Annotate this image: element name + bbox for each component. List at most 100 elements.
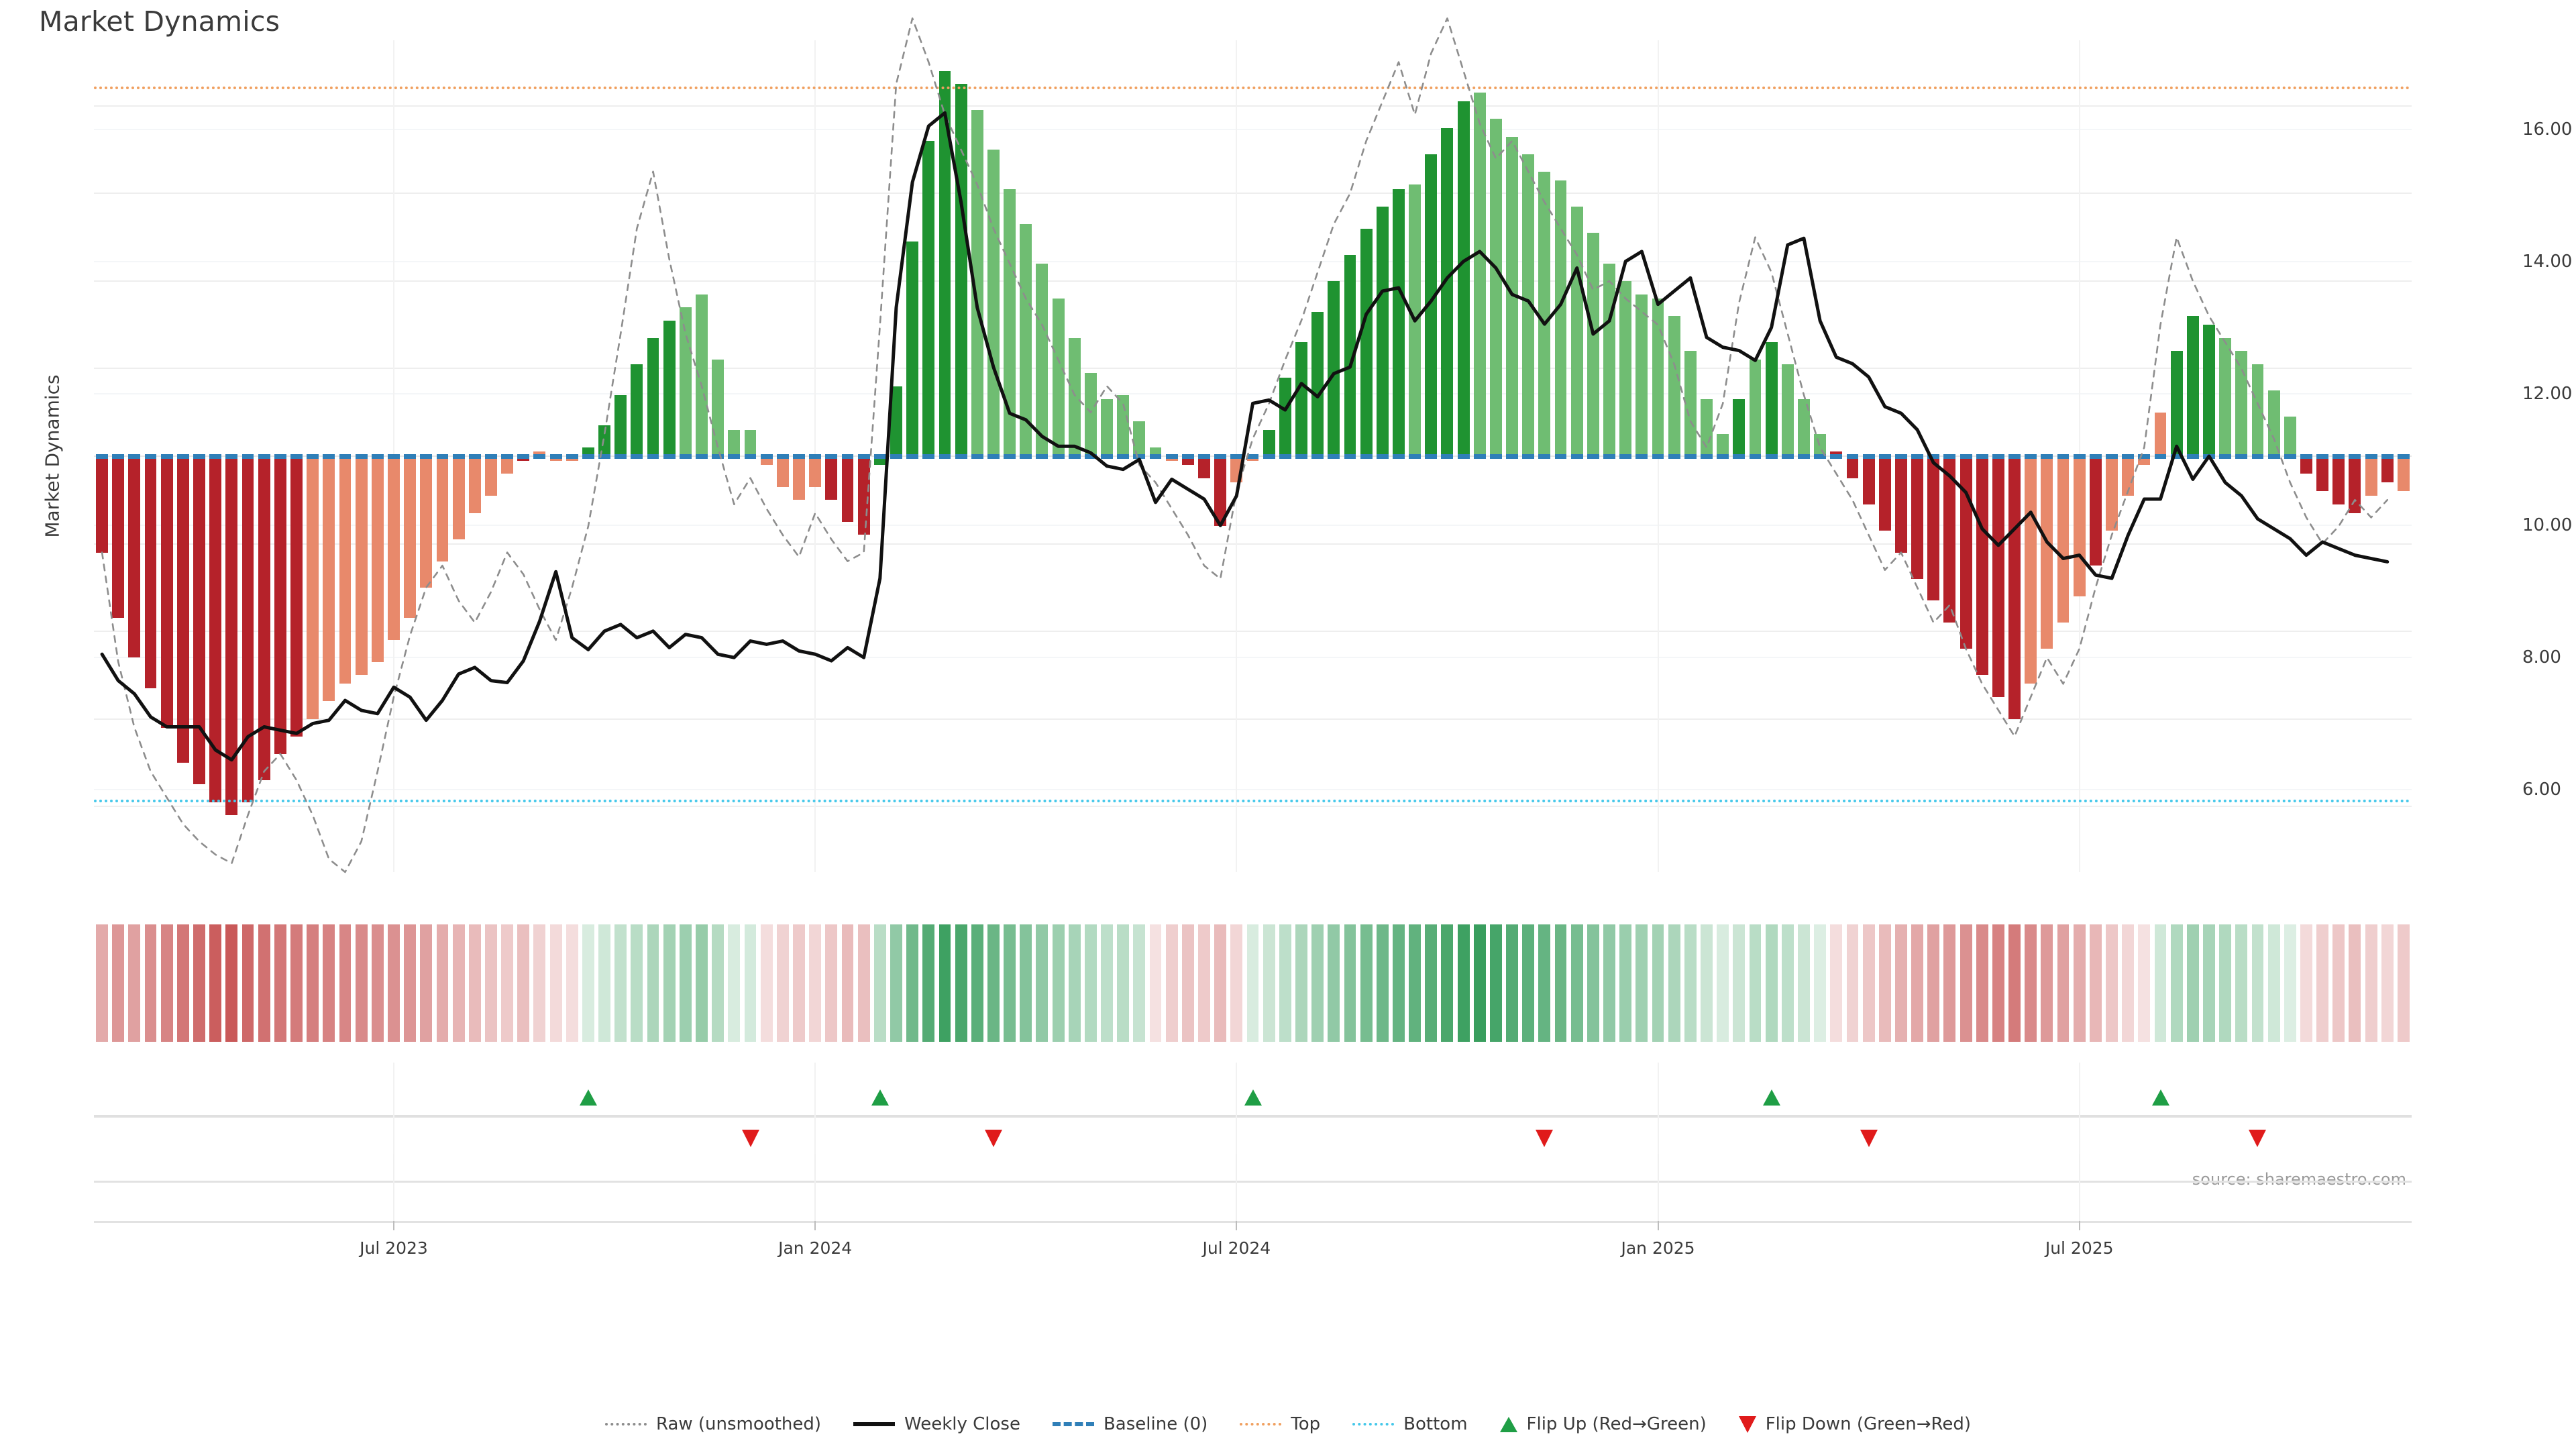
heat-cell: [1538, 924, 1551, 1042]
heat-cell: [323, 924, 335, 1042]
bar: [501, 456, 514, 474]
baseline-tick: [1036, 454, 1049, 459]
heat-cell: [1894, 924, 1907, 1042]
legend-item[interactable]: Top: [1240, 1414, 1320, 1434]
bar: [2251, 364, 2264, 456]
gridline-right: [94, 260, 2412, 262]
heat-cell: [873, 924, 886, 1042]
baseline-tick: [1020, 454, 1032, 459]
legend-item[interactable]: Baseline (0): [1052, 1414, 1208, 1434]
bar: [1781, 364, 1794, 456]
baseline-tick: [922, 454, 935, 459]
baseline-tick: [1214, 454, 1227, 459]
baseline-tick: [598, 454, 610, 459]
bar: [1587, 233, 1599, 456]
weekly-close-line: [100, 111, 2390, 762]
heat-cell: [712, 924, 724, 1042]
gridline-right: [94, 128, 2412, 130]
legend-item-label: Flip Up (Red→Green): [1526, 1414, 1707, 1434]
heat-cell: [2332, 924, 2345, 1042]
heat-cell: [1814, 924, 1827, 1042]
heat-cell: [1603, 924, 1615, 1042]
heat-cell: [2186, 924, 2199, 1042]
flip-divider: [94, 1115, 2412, 1118]
bar: [1214, 456, 1227, 527]
baseline-tick: [1441, 454, 1454, 459]
baseline-tick: [1894, 454, 1907, 459]
heat-cell: [1360, 924, 1373, 1042]
heat-cell: [793, 924, 805, 1042]
baseline-tick: [468, 454, 481, 459]
heat-cell: [1457, 924, 1470, 1042]
heat-cell: [1263, 924, 1275, 1042]
bar: [1652, 299, 1664, 456]
heat-cell: [1328, 924, 1340, 1042]
legend-item[interactable]: Flip Up (Red→Green): [1499, 1414, 1707, 1434]
bar: [533, 451, 546, 456]
heat-cell: [2089, 924, 2102, 1042]
bar: [1036, 263, 1049, 456]
heat-cell: [2057, 924, 2070, 1042]
heat-cell: [841, 924, 854, 1042]
x-tick-label: Jul 2024: [1202, 1238, 1271, 1258]
baseline-tick: [176, 454, 189, 459]
bar: [1570, 207, 1583, 456]
legend-item[interactable]: Bottom: [1352, 1414, 1468, 1434]
red-triangle-down-icon: [1738, 1415, 1756, 1433]
bar: [712, 360, 724, 456]
bar: [193, 456, 205, 785]
baseline-tick: [1781, 454, 1794, 459]
bar: [2106, 456, 2118, 531]
bar: [2316, 456, 2329, 492]
gridline-right: [94, 657, 2412, 659]
axis-vertical-gridline: [1657, 1154, 1659, 1221]
bar: [2267, 390, 2280, 456]
legend-item[interactable]: Flip Down (Green→Red): [1738, 1414, 1971, 1434]
bar: [96, 456, 109, 553]
bar: [2284, 417, 2296, 456]
baseline-tick: [744, 454, 757, 459]
baseline-tick: [2316, 454, 2329, 459]
bar: [2381, 456, 2394, 483]
heat-cell: [241, 924, 254, 1042]
heat-cell: [647, 924, 659, 1042]
baseline-tick: [517, 454, 530, 459]
heat-cell: [258, 924, 270, 1042]
baseline-tick: [1360, 454, 1373, 459]
legend-item[interactable]: Raw (unsmoothed): [604, 1414, 821, 1434]
legend-item[interactable]: Weekly Close: [853, 1414, 1020, 1434]
baseline-tick: [1927, 454, 1940, 459]
bar: [1846, 456, 1859, 478]
bar: [225, 456, 238, 816]
heat-cell: [1117, 924, 1130, 1042]
bar: [793, 456, 805, 500]
baseline-tick: [1344, 454, 1356, 459]
bar: [128, 456, 141, 658]
legend-item-label: Top: [1291, 1414, 1321, 1434]
baseline-tick: [2106, 454, 2118, 459]
baseline-tick: [712, 454, 724, 459]
bar: [2057, 456, 2070, 623]
baseline-tick: [2365, 454, 2377, 459]
baseline-tick: [1376, 454, 1389, 459]
baseline-tick: [1603, 454, 1615, 459]
heat-cell: [1181, 924, 1194, 1042]
bar: [582, 447, 594, 456]
heat-cell: [1749, 924, 1762, 1042]
baseline-tick: [2381, 454, 2394, 459]
bar: [1393, 189, 1405, 456]
heat-cell: [906, 924, 919, 1042]
x-tick-mark: [1236, 1221, 1238, 1230]
baseline-tick: [938, 454, 951, 459]
baseline-tick: [1798, 454, 1810, 459]
baseline-tick: [209, 454, 222, 459]
baseline-tick: [955, 454, 967, 459]
baseline-tick: [2349, 454, 2361, 459]
baseline-tick: [2219, 454, 2232, 459]
heat-cell: [1020, 924, 1032, 1042]
baseline-tick: [647, 454, 659, 459]
baseline-tick: [2300, 454, 2312, 459]
y-axis-left-label: Market Dynamics: [41, 374, 64, 538]
heat-cell: [2122, 924, 2135, 1042]
baseline-tick: [1635, 454, 1648, 459]
